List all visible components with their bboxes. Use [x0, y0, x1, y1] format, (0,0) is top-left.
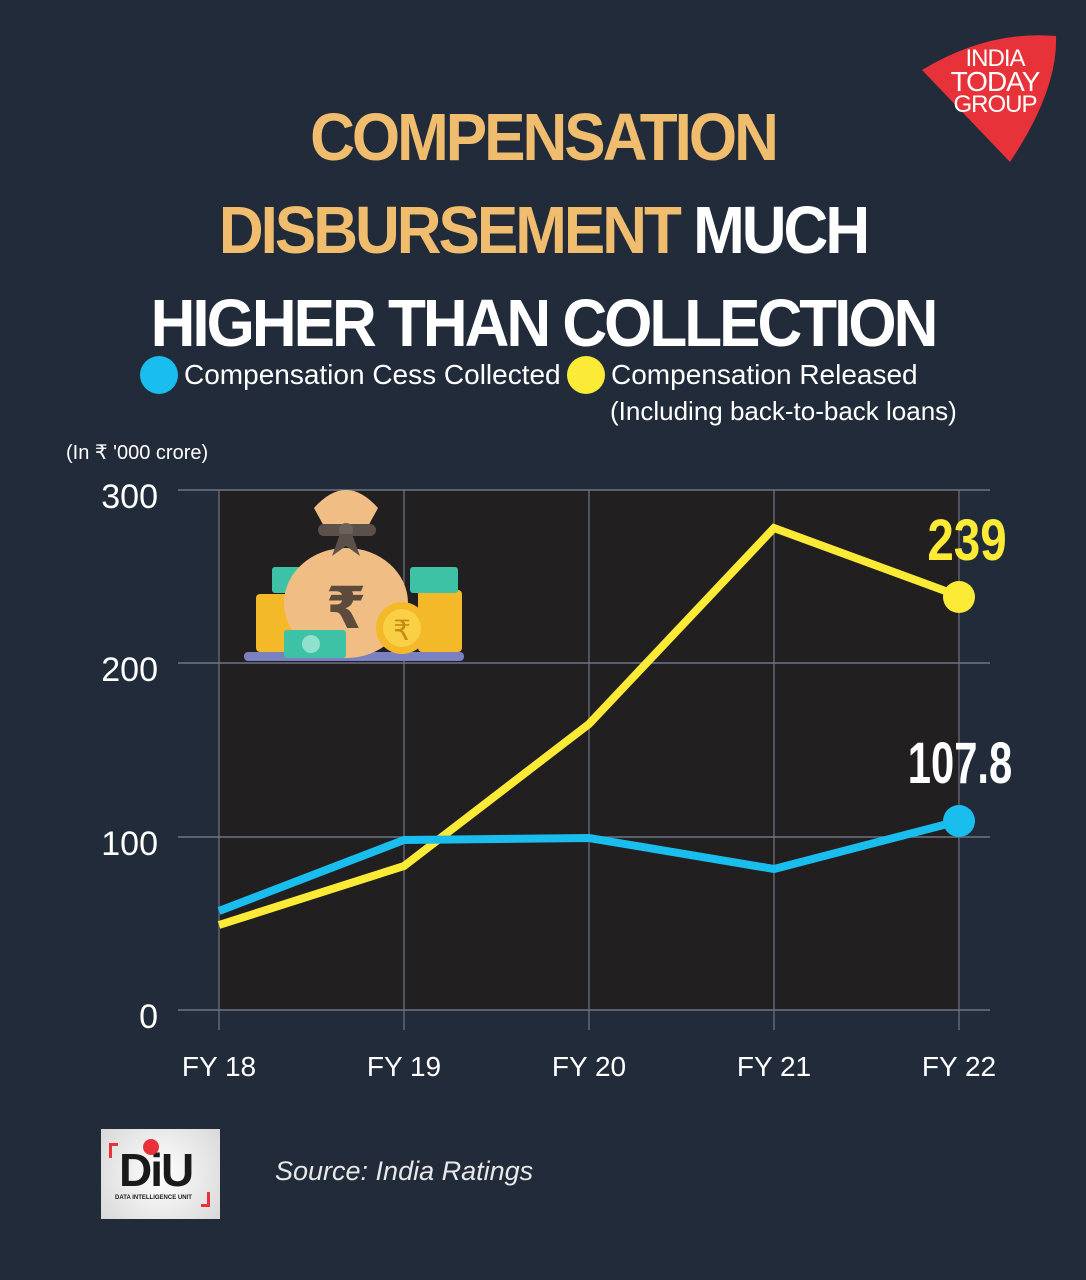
- title-line-3: HIGHER THAN COLLECTION: [150, 286, 939, 361]
- title-line-2-highlight: DISBURSEMENT: [218, 193, 682, 269]
- x-tick-fy22: FY 22: [922, 1051, 996, 1082]
- legend-item-cess: Compensation Cess Collected: [140, 356, 561, 394]
- india-today-logo: [922, 35, 1057, 162]
- y-tick-0: 0: [139, 998, 158, 1036]
- x-tick-fy19: FY 19: [367, 1051, 441, 1082]
- logo-line-group: GROUP: [953, 91, 1037, 118]
- x-tick-fy18: FY 18: [182, 1051, 256, 1082]
- series-line-released: [217, 523, 961, 929]
- title-line-2-rest: MUCH: [693, 193, 870, 269]
- diu-red-corner-icon: [109, 1143, 118, 1158]
- y-tick-100: 100: [101, 825, 158, 863]
- released-dot-icon: [567, 356, 605, 394]
- cess-end-marker: [943, 805, 975, 837]
- logo-line-today: TODAY: [950, 66, 1041, 97]
- cess-dot-icon: [140, 356, 178, 394]
- diu-red-corner-icon: [201, 1192, 210, 1207]
- x-tick-fy21: FY 21: [737, 1051, 811, 1082]
- diu-logo-subtext: DATA INTELLIGENCE UNIT: [115, 1195, 192, 1201]
- x-tick-fy20: FY 20: [552, 1051, 626, 1082]
- released-value-label: 239: [927, 509, 1006, 574]
- vertical-gridlines: [218, 490, 960, 1030]
- diu-logo: DiU DATA INTELLIGENCE UNIT: [101, 1129, 220, 1219]
- legend-label-released: Compensation Released: [611, 359, 918, 390]
- legend-item-released: Compensation Released: [567, 356, 918, 394]
- y-tick-200: 200: [101, 651, 158, 689]
- title-line-1: COMPENSATION: [310, 100, 779, 176]
- series-line-cess: [217, 817, 961, 915]
- india-today-logo-text: INDIA TODAY GROUP: [940, 45, 1050, 118]
- released-end-marker: [943, 581, 975, 613]
- cess-value-label: 107.8: [908, 730, 1012, 795]
- legend-label-cess: Compensation Cess Collected: [184, 359, 561, 390]
- line-chart: 300 200 100 0 FY 18 FY 19 FY 20 FY 21 FY…: [101, 478, 1012, 1082]
- diu-logo-text: DiU: [119, 1144, 194, 1196]
- svg-text:₹: ₹: [393, 614, 411, 647]
- diu-globe-icon: [143, 1139, 159, 1155]
- source-text: Source: India Ratings: [275, 1156, 534, 1186]
- unit-label: (In ₹ '000 crore): [66, 442, 209, 464]
- money-bag-icon: ₹ ₹: [244, 490, 464, 661]
- page-title: COMPENSATION DISBURSEMENT MUCH HIGHER TH…: [0, 92, 1086, 371]
- y-tick-300: 300: [101, 478, 158, 516]
- logo-line-india: INDIA: [965, 45, 1025, 72]
- legend-sublabel-released: (Including back-to-back loans): [610, 396, 957, 426]
